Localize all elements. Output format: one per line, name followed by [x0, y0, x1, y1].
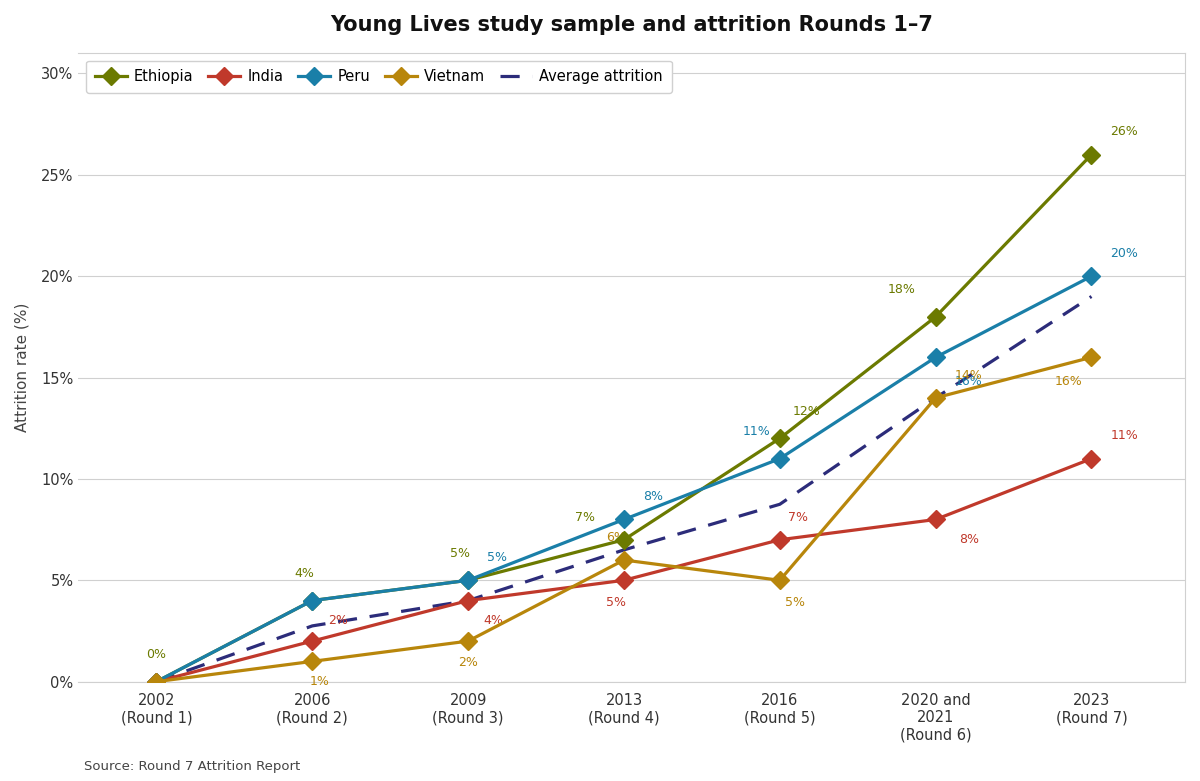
Text: 26%: 26% — [1110, 126, 1138, 138]
Text: 2%: 2% — [458, 657, 478, 669]
Average attrition — [149, 677, 163, 686]
Text: 8%: 8% — [959, 533, 979, 546]
India — [1085, 454, 1099, 463]
Ethiopia — [149, 677, 163, 686]
Text: Source: Round 7 Attrition Report: Source: Round 7 Attrition Report — [84, 760, 300, 773]
Title: Young Lives study sample and attrition Rounds 1–7: Young Lives study sample and attrition R… — [330, 15, 934, 35]
Text: 0%: 0% — [146, 648, 167, 662]
Peru — [617, 515, 631, 524]
Vietnam — [929, 393, 943, 402]
Average attrition — [773, 500, 787, 509]
Text: 14%: 14% — [954, 369, 982, 382]
India — [149, 677, 163, 686]
Peru — [305, 596, 319, 605]
Text: 7%: 7% — [575, 511, 595, 523]
Vietnam — [1085, 352, 1099, 362]
Text: 18%: 18% — [888, 284, 916, 297]
Text: 16%: 16% — [1055, 375, 1082, 387]
Peru — [929, 352, 943, 362]
Text: 11%: 11% — [743, 426, 770, 438]
Text: 20%: 20% — [1110, 247, 1138, 260]
Ethiopia — [929, 312, 943, 322]
Peru — [1085, 272, 1099, 281]
India — [617, 576, 631, 585]
India — [929, 515, 943, 524]
Ethiopia — [305, 596, 319, 605]
Text: 1%: 1% — [310, 675, 330, 688]
Peru — [773, 454, 787, 463]
Text: 5%: 5% — [606, 596, 626, 608]
Line: Ethiopia: Ethiopia — [150, 148, 1098, 688]
Average attrition — [929, 393, 943, 402]
Average attrition — [461, 596, 475, 605]
Line: Average attrition: Average attrition — [156, 297, 1092, 682]
Text: 11%: 11% — [1110, 430, 1138, 443]
Text: 2%: 2% — [328, 614, 348, 627]
Text: 4%: 4% — [484, 614, 504, 627]
Vietnam — [149, 677, 163, 686]
Peru — [149, 677, 163, 686]
India — [461, 596, 475, 605]
Vietnam — [617, 555, 631, 565]
Average attrition — [1085, 292, 1099, 301]
Ethiopia — [461, 576, 475, 585]
Text: 5%: 5% — [450, 547, 470, 560]
Text: 8%: 8% — [643, 490, 662, 503]
Text: 7%: 7% — [787, 511, 808, 523]
Vietnam — [773, 576, 787, 585]
Average attrition — [305, 621, 319, 630]
Y-axis label: Attrition rate (%): Attrition rate (%) — [14, 303, 30, 432]
Vietnam — [305, 657, 319, 666]
Legend: Ethiopia, India, Peru, Vietnam, Average attrition: Ethiopia, India, Peru, Vietnam, Average … — [85, 60, 672, 93]
India — [773, 535, 787, 544]
Ethiopia — [617, 535, 631, 544]
Text: 12%: 12% — [792, 405, 820, 418]
Peru — [461, 576, 475, 585]
Line: India: India — [150, 452, 1098, 688]
Text: 6%: 6% — [606, 531, 626, 544]
Text: 5%: 5% — [785, 596, 805, 608]
Text: 5%: 5% — [487, 551, 506, 564]
Text: 4%: 4% — [294, 567, 314, 580]
Ethiopia — [773, 433, 787, 443]
Text: 16%: 16% — [954, 375, 982, 387]
Vietnam — [461, 637, 475, 646]
Line: Vietnam: Vietnam — [150, 351, 1098, 688]
Line: Peru: Peru — [150, 270, 1098, 688]
Ethiopia — [1085, 150, 1099, 159]
India — [305, 637, 319, 646]
Average attrition — [617, 545, 631, 555]
